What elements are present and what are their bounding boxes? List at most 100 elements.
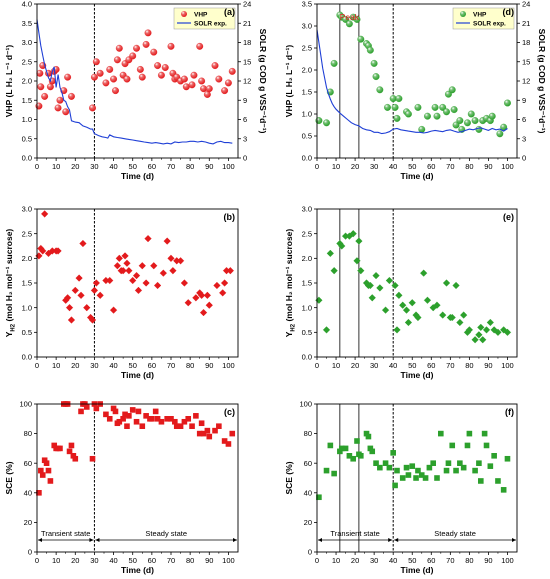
x-tick-label: 40 bbox=[389, 361, 397, 370]
sce-point bbox=[120, 416, 126, 422]
sce-point bbox=[338, 445, 345, 452]
yield-point bbox=[153, 281, 162, 290]
x-tick-label: 10 bbox=[332, 556, 340, 565]
x-tick-label: 0 bbox=[315, 162, 319, 171]
y-tick-label: 2.5 bbox=[302, 229, 312, 238]
y-axis-label: SCE (%) bbox=[4, 461, 14, 494]
y-tick-label: 2.5 bbox=[22, 57, 32, 66]
yield-point bbox=[219, 289, 227, 297]
sce-point bbox=[229, 430, 236, 437]
vhp-point bbox=[190, 71, 198, 79]
vhp-point bbox=[96, 69, 104, 77]
vhp-point bbox=[450, 106, 458, 114]
sce-point bbox=[112, 408, 119, 415]
vhp-point bbox=[330, 59, 338, 67]
yield-point bbox=[355, 237, 363, 245]
vhp-point bbox=[62, 108, 70, 116]
sce-point bbox=[122, 411, 128, 418]
vhp-point bbox=[154, 62, 162, 70]
yield-point bbox=[368, 294, 376, 302]
y2-tick-label: 12 bbox=[243, 77, 251, 86]
y-tick-label: 0.5 bbox=[302, 328, 312, 337]
vhp-point bbox=[182, 83, 190, 91]
sce-point bbox=[373, 460, 379, 466]
x-tick-label: 0 bbox=[315, 361, 319, 370]
y-axis-label: YH2 (mol H₂ mol⁻¹ sucrose) bbox=[284, 229, 297, 338]
sce-point bbox=[129, 407, 136, 413]
yield-point bbox=[198, 291, 206, 299]
yield-point bbox=[115, 254, 123, 262]
x-tick-label: 100 bbox=[501, 556, 514, 565]
sce-point bbox=[403, 464, 410, 471]
x-tick-label: 30 bbox=[370, 361, 378, 370]
yield-point bbox=[41, 210, 49, 218]
sce-point bbox=[68, 442, 75, 449]
y2-tick-label: 0 bbox=[522, 154, 526, 163]
yield-point bbox=[39, 247, 47, 255]
legend: VHP SOLR exp. bbox=[173, 7, 236, 30]
yield-point bbox=[169, 267, 177, 275]
sce-point bbox=[464, 442, 471, 449]
vhp-point bbox=[123, 75, 131, 83]
vhp-point bbox=[452, 121, 460, 129]
yield-point bbox=[113, 262, 122, 270]
x-tick-label: 50 bbox=[129, 162, 137, 171]
yield-point bbox=[465, 326, 473, 334]
yield-point bbox=[109, 306, 118, 314]
y-axis-label: VHP (L H₂ L⁻¹ d⁻¹) bbox=[4, 45, 14, 118]
x-tick-label: 50 bbox=[408, 556, 416, 565]
y-tick-label: 3.0 bbox=[302, 22, 312, 31]
x-tick-label: 60 bbox=[148, 556, 156, 565]
transient-arrow-head-left bbox=[318, 538, 322, 542]
y2-tick-label: 18 bbox=[243, 38, 251, 47]
y-tick-label: 2.0 bbox=[302, 66, 312, 75]
yield-point bbox=[315, 296, 323, 304]
x-axis-label: Time (d) bbox=[121, 171, 154, 181]
sce-point bbox=[415, 467, 421, 474]
y-tick-label: 0.0 bbox=[302, 353, 312, 362]
vhp-point bbox=[46, 83, 54, 91]
sce-point bbox=[143, 413, 149, 419]
yield-point bbox=[119, 267, 127, 275]
y-tick-label: 1.0 bbox=[22, 115, 32, 124]
y-tick-label: 1.5 bbox=[302, 88, 312, 97]
panel-f: 0 10 20 30 40 50 60 70 80 90 100 Time (d) 0 20 40 60 80 1… bbox=[284, 400, 518, 575]
yield-point bbox=[90, 286, 99, 295]
y2-tick-label: 24 bbox=[243, 0, 251, 9]
x-tick-label: 30 bbox=[370, 162, 378, 171]
x-tick-label: 30 bbox=[90, 162, 98, 171]
yield-point bbox=[385, 276, 393, 285]
vhp-point bbox=[504, 99, 511, 107]
y2-axis-label: SOLR (g COD g VSS⁻¹d⁻¹) bbox=[258, 29, 268, 134]
sce-point bbox=[405, 472, 412, 478]
y-tick-label: 0.5 bbox=[22, 134, 32, 143]
x-tick-label: 0 bbox=[35, 556, 39, 565]
y-tick-label: 80 bbox=[304, 429, 312, 438]
vhp-point bbox=[110, 75, 118, 83]
y-tick-label: 0.0 bbox=[22, 353, 32, 362]
vhp-point bbox=[157, 71, 165, 79]
x-tick-label: 20 bbox=[351, 556, 359, 565]
vhp-point bbox=[196, 42, 204, 50]
vhp-point bbox=[54, 104, 62, 112]
sce-point bbox=[152, 408, 159, 415]
yield-point bbox=[138, 262, 146, 270]
vhp-point bbox=[144, 29, 152, 37]
vhp-point bbox=[395, 95, 403, 103]
y2-tick-label: 0 bbox=[243, 154, 247, 163]
x-axis-label: Time (d) bbox=[121, 565, 154, 575]
sce-point bbox=[460, 464, 467, 471]
yield-point bbox=[471, 336, 479, 344]
sce-point bbox=[500, 487, 507, 493]
y-tick-label: 1.5 bbox=[302, 279, 312, 288]
legend-label-vhp: VHP bbox=[473, 11, 487, 18]
yield-point bbox=[129, 276, 137, 285]
x-tick-label: 20 bbox=[71, 556, 79, 565]
sce-point bbox=[342, 445, 349, 452]
sce-point bbox=[327, 442, 334, 449]
yield-point bbox=[322, 326, 331, 334]
sce-point bbox=[346, 453, 353, 459]
yield-point bbox=[132, 271, 141, 280]
x-tick-label: 0 bbox=[35, 361, 39, 370]
transient-state-label: Transient state bbox=[41, 529, 90, 538]
